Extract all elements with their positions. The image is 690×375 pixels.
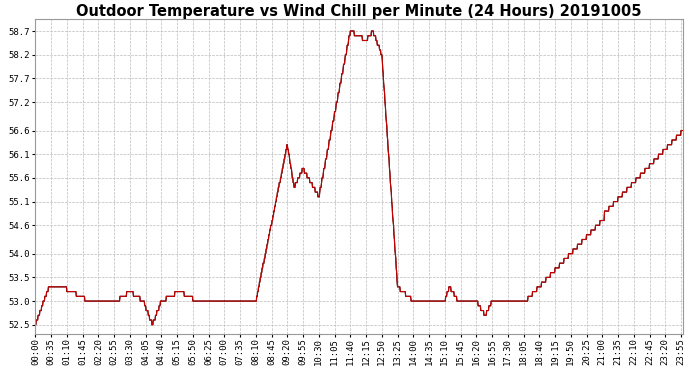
Title: Outdoor Temperature vs Wind Chill per Minute (24 Hours) 20191005: Outdoor Temperature vs Wind Chill per Mi… [77, 4, 642, 19]
